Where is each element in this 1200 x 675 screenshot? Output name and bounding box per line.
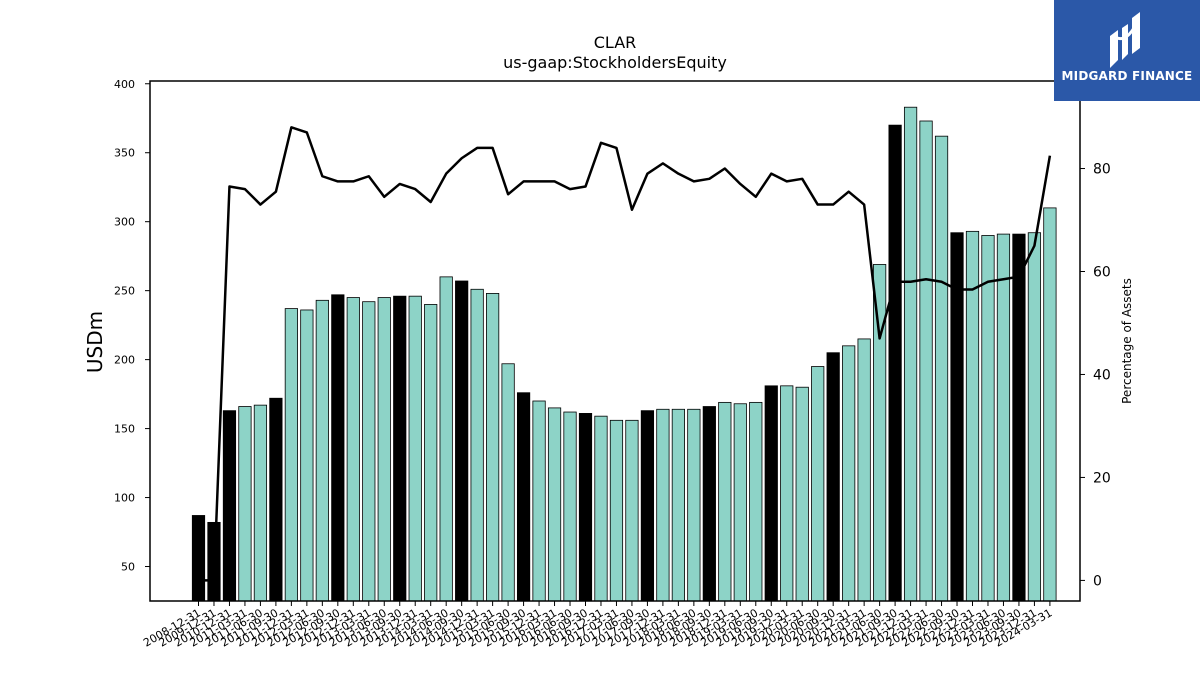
bar [857, 338, 871, 602]
bar [486, 293, 500, 602]
bar [222, 410, 237, 602]
series-line [198, 126, 1052, 582]
y2-tick-label: 60 [1093, 264, 1111, 280]
y-tick-label: 50 [121, 561, 135, 574]
bar [718, 401, 732, 602]
bar [671, 408, 685, 602]
y-tick-label: 300 [114, 216, 135, 229]
bar [919, 120, 933, 602]
y2-tick-label: 80 [1093, 162, 1111, 178]
bar [749, 401, 763, 602]
midgard-finance-logo: MIDGARD FINANCE [1054, 0, 1200, 101]
bar [408, 295, 422, 602]
bar [981, 235, 995, 602]
bar [470, 288, 484, 602]
y-tick-label: 350 [114, 147, 135, 160]
bar [238, 406, 252, 602]
bar [795, 386, 809, 602]
bar [455, 280, 469, 602]
bar [253, 404, 268, 602]
y-tick-label: 150 [114, 423, 135, 436]
y2-axis-label: Percentage of Assets [1120, 278, 1134, 404]
bar [501, 363, 515, 602]
bar [578, 413, 593, 602]
bar [532, 400, 546, 602]
bar [780, 385, 794, 602]
bar [888, 124, 902, 602]
x-axis: 2008-12-312009-12-312010-12-312011-03-31… [141, 601, 1054, 650]
bar [1012, 233, 1026, 602]
y-tick-label: 100 [114, 492, 135, 505]
bar [547, 407, 562, 602]
bar [733, 403, 747, 602]
bar [996, 233, 1011, 602]
bar [377, 297, 391, 602]
bar [687, 408, 701, 602]
bar [873, 264, 887, 602]
bar [764, 385, 778, 602]
bar [934, 135, 949, 602]
bar [609, 419, 624, 602]
y2-axis: 0 20 40 60 80 [1080, 162, 1111, 589]
bar [1027, 232, 1042, 602]
bar [842, 345, 856, 602]
bar [826, 352, 840, 602]
y-tick-label: 250 [114, 285, 135, 298]
y2-tick-label: 20 [1093, 470, 1111, 486]
y-axis-label: USDm [83, 311, 107, 373]
y2-tick-label: 0 [1093, 573, 1102, 589]
bar [594, 415, 608, 602]
bar [424, 304, 438, 602]
chart-title: CLAR [594, 33, 637, 52]
bar [393, 295, 407, 602]
bar [300, 309, 314, 602]
bar [284, 308, 298, 602]
bar [362, 301, 376, 602]
y-axis: 50 100 150 200 250 300 350 400 [114, 78, 150, 574]
y-tick-label: 400 [114, 78, 135, 91]
bar [625, 419, 639, 602]
bar [439, 276, 453, 602]
bar [315, 299, 329, 602]
bar [640, 410, 655, 602]
chart-subtitle: us-gaap:StockholdersEquity [503, 53, 727, 72]
line-group [198, 126, 1052, 582]
bar [811, 366, 825, 602]
plot-frame [149, 80, 1081, 602]
bar [346, 297, 360, 602]
logo-text: MIDGARD FINANCE [1061, 69, 1193, 83]
y2-tick-label: 40 [1093, 367, 1111, 383]
bar [331, 294, 345, 602]
bar [269, 397, 283, 602]
bar [191, 515, 206, 602]
bar [702, 406, 716, 602]
bar [516, 392, 531, 602]
logo-mark-icon [1110, 12, 1140, 68]
bar [1043, 207, 1057, 602]
bar [563, 411, 577, 602]
y-tick-label: 200 [114, 354, 135, 367]
bar [656, 408, 670, 602]
bar [903, 106, 918, 602]
